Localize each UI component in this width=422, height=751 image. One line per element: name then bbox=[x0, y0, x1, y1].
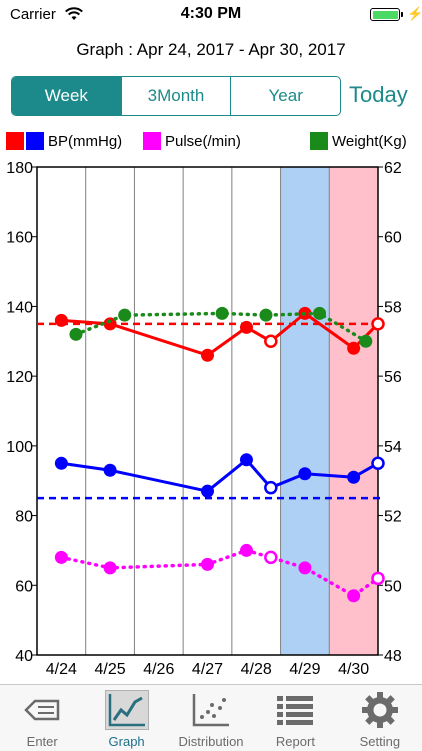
diastolic-point bbox=[371, 456, 385, 471]
diastolic-point bbox=[54, 456, 68, 470]
weight-point bbox=[313, 306, 327, 320]
pulse-line bbox=[59, 548, 380, 598]
gear-icon bbox=[358, 690, 402, 730]
diastolic-line bbox=[61, 458, 379, 493]
segment-3month[interactable]: 3Month bbox=[120, 77, 231, 115]
segment-week[interactable]: Week bbox=[12, 77, 121, 115]
legend-pulse: Pulse(/min) bbox=[143, 130, 241, 152]
battery-tip bbox=[401, 12, 403, 17]
y-left-tick-label: 120 bbox=[6, 369, 33, 386]
diastolic-point bbox=[264, 480, 278, 495]
bp-graph-chart[interactable]: 40 60 80 100 120 140 160 180 48 50 52 54 56 58 60 62 4/2… bbox=[0, 155, 422, 683]
diastolic-point bbox=[103, 463, 117, 477]
period-segmented-control: Week 3Month Year bbox=[11, 76, 341, 116]
y-right-tick-label: 58 bbox=[384, 299, 402, 316]
pulse-point bbox=[239, 543, 253, 557]
weight-point bbox=[118, 308, 132, 322]
systolic-point bbox=[201, 348, 214, 362]
legend-diastolic-swatch bbox=[26, 132, 44, 150]
legend-weight: Weight(Kg) bbox=[310, 130, 407, 152]
weight-line bbox=[74, 311, 368, 344]
tab-setting-label: Setting bbox=[359, 734, 401, 749]
highlight-band-4-30 bbox=[329, 167, 378, 655]
systolic-point bbox=[54, 313, 68, 327]
pulse-point bbox=[103, 561, 117, 575]
highlight-band-4-29 bbox=[280, 167, 330, 655]
line-chart-icon bbox=[104, 690, 149, 730]
legend-systolic-swatch bbox=[6, 132, 24, 150]
y-left-tick-label: 160 bbox=[6, 230, 33, 247]
battery-icon bbox=[370, 8, 400, 21]
carrier-label: Carrier bbox=[10, 6, 56, 23]
y-left-tick-label: 80 bbox=[15, 509, 33, 526]
y-right-tick-label: 56 bbox=[384, 369, 402, 386]
x-tick-label: 4/26 bbox=[143, 661, 174, 678]
x-tick-label: 4/24 bbox=[46, 661, 77, 678]
pulse-point bbox=[54, 550, 68, 564]
y-right-tick-label: 62 bbox=[384, 160, 402, 177]
y-right-tick-label: 52 bbox=[384, 509, 402, 526]
y-left-tick-label: 100 bbox=[6, 439, 33, 456]
pulse-point bbox=[264, 550, 278, 565]
legend-weight-label: Weight(Kg) bbox=[332, 132, 407, 150]
diastolic-point bbox=[239, 453, 253, 467]
tab-graph-label: Graph bbox=[108, 734, 145, 749]
y-right-tick-label: 48 bbox=[384, 648, 402, 665]
weight-point bbox=[215, 306, 229, 320]
y-left-tick-label: 60 bbox=[15, 578, 33, 595]
x-tick-label: 4/29 bbox=[289, 661, 320, 678]
pulse-point bbox=[298, 561, 312, 575]
tab-enter-label: Enter bbox=[26, 734, 58, 749]
segment-year[interactable]: Year bbox=[230, 77, 340, 115]
tab-distribution-label: Distribution bbox=[178, 734, 244, 749]
diastolic-point bbox=[201, 484, 214, 498]
pulse-point bbox=[347, 589, 361, 603]
weight-point bbox=[259, 308, 273, 322]
legend-weight-swatch bbox=[310, 132, 328, 150]
x-tick-label: 4/27 bbox=[192, 661, 223, 678]
tab-enter[interactable]: Enter bbox=[0, 685, 84, 751]
x-tick-label: 4/30 bbox=[338, 661, 369, 678]
legend-bp-label: BP(mmHg) bbox=[48, 132, 123, 150]
tab-report-label: Report bbox=[275, 734, 315, 749]
diastolic-point bbox=[347, 470, 361, 484]
y-right-tick-label: 54 bbox=[384, 439, 402, 456]
tab-setting[interactable]: Setting bbox=[338, 685, 422, 751]
y-right-tick-label: 50 bbox=[384, 578, 402, 595]
legend-pulse-label: Pulse(/min) bbox=[165, 132, 241, 150]
y-left-tick-label: 140 bbox=[6, 299, 33, 316]
pulse-point bbox=[201, 557, 214, 571]
weight-point bbox=[359, 334, 373, 348]
diastolic-point bbox=[298, 467, 312, 481]
systolic-point bbox=[103, 317, 117, 331]
scatter-plot-icon bbox=[189, 690, 233, 730]
y-left-tick-label: 40 bbox=[15, 648, 33, 665]
x-tick-label: 4/25 bbox=[95, 661, 126, 678]
legend-pulse-swatch bbox=[143, 132, 161, 150]
wifi-icon bbox=[65, 7, 83, 20]
today-button[interactable]: Today bbox=[349, 82, 408, 107]
tab-graph[interactable]: Graph bbox=[84, 685, 168, 751]
pencil-eraser-icon bbox=[20, 690, 64, 730]
y-right-tick-label: 60 bbox=[384, 230, 402, 247]
systolic-point bbox=[371, 317, 385, 331]
tab-distribution[interactable]: Distribution bbox=[169, 685, 253, 751]
graph-range-title: Graph : Apr 24, 2017 - Apr 30, 2017 bbox=[76, 40, 346, 59]
pulse-point bbox=[371, 571, 385, 586]
legend-bp: BP(mmHg) bbox=[6, 130, 122, 152]
y-left-tick-label: 180 bbox=[6, 160, 33, 177]
systolic-point bbox=[264, 334, 278, 349]
status-bar: Carrier 4:30 PM ⚡ bbox=[0, 0, 422, 30]
weight-point bbox=[69, 327, 83, 341]
tab-report[interactable]: Report bbox=[253, 685, 337, 751]
list-icon bbox=[273, 690, 317, 730]
tab-bar: Enter Graph Distribution bbox=[0, 684, 422, 751]
x-tick-label: 4/28 bbox=[241, 661, 272, 678]
systolic-point bbox=[239, 320, 253, 334]
plot-frame bbox=[36, 166, 379, 656]
status-time: 4:30 PM bbox=[180, 5, 242, 22]
systolic-line bbox=[61, 311, 380, 357]
systolic-point bbox=[347, 341, 361, 355]
charging-icon: ⚡ bbox=[407, 6, 422, 21]
